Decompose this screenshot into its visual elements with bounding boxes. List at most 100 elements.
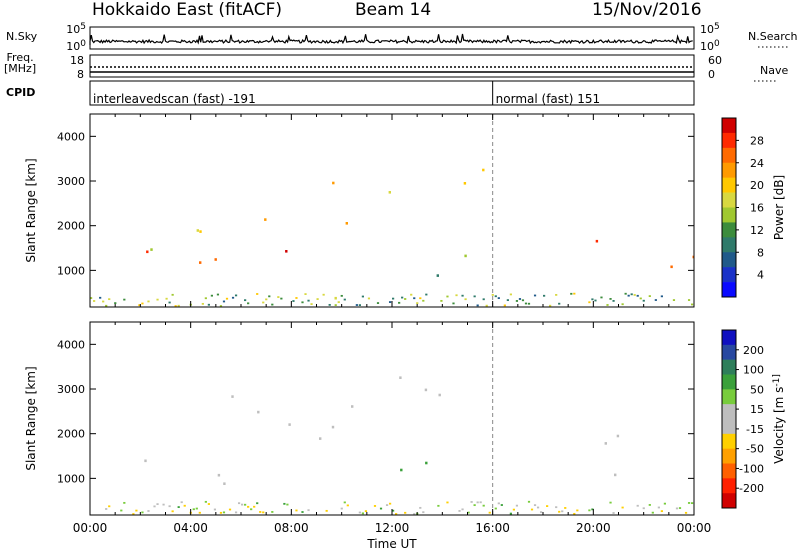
ground-scatter-cell bbox=[234, 511, 238, 514]
ground-scatter-cell bbox=[524, 302, 528, 305]
x-tick-label: 08:00 bbox=[274, 521, 309, 535]
ground-scatter-cell bbox=[473, 504, 476, 507]
nsky-label: N.Sky bbox=[6, 30, 38, 43]
ground-scatter-cell bbox=[672, 299, 676, 301]
nsky-tick-top: 105 bbox=[66, 22, 86, 36]
nsky-panel-frame bbox=[89, 26, 695, 50]
ground-scatter-cell bbox=[388, 301, 392, 303]
ground-scatter-cell bbox=[660, 510, 663, 513]
ground-scatter-cell bbox=[247, 505, 250, 508]
ground-scatter-cell bbox=[440, 299, 443, 302]
ground-scatter-cell bbox=[358, 511, 361, 514]
power-colorbar-tick-label: 28 bbox=[750, 134, 764, 147]
ground-scatter-cell bbox=[461, 508, 464, 511]
ground-scatter-cell bbox=[642, 299, 645, 302]
echo-cell-r0 bbox=[144, 459, 147, 463]
beam-label: Beam 14 bbox=[355, 0, 432, 20]
ground-scatter-cell bbox=[201, 302, 204, 305]
y-tick-label: 3000 bbox=[57, 175, 85, 188]
echo-cell-r0 bbox=[214, 258, 217, 261]
ground-scatter-cell bbox=[512, 508, 515, 511]
ground-scatter-cell bbox=[367, 297, 371, 300]
ground-scatter-cell bbox=[588, 301, 591, 304]
nave-tick-top: 60 bbox=[708, 54, 722, 67]
ground-scatter-cell bbox=[558, 510, 561, 513]
ground-scatter-cell bbox=[262, 301, 265, 304]
echo-cell-r1 bbox=[196, 229, 199, 232]
power-colorbar-swatch bbox=[722, 177, 736, 193]
ground-scatter-cell bbox=[177, 506, 180, 508]
echo-cell-r1 bbox=[351, 405, 354, 408]
ground-scatter-cell bbox=[684, 511, 688, 514]
echo-cell-r5 bbox=[464, 254, 467, 258]
ground-scatter-cell bbox=[600, 296, 603, 299]
y-tick-label: 4000 bbox=[57, 130, 85, 143]
velocity-colorbar-tick-label: -200 bbox=[739, 482, 764, 495]
ground-scatter-cell bbox=[361, 295, 364, 298]
ground-scatter-cell bbox=[488, 511, 491, 514]
echo-cell-r0 bbox=[146, 250, 149, 254]
power-colorbar-swatch bbox=[722, 162, 736, 178]
x-tick-label: 00:00 bbox=[677, 521, 712, 535]
ground-scatter-cell bbox=[401, 296, 404, 299]
power-colorbar-swatch bbox=[722, 132, 736, 149]
ground-scatter-cell bbox=[497, 502, 500, 505]
ground-scatter-cell bbox=[591, 508, 594, 511]
ground-scatter-cell bbox=[340, 507, 343, 510]
ground-scatter-cell bbox=[355, 304, 358, 306]
freq-label-line1: Freq. bbox=[6, 51, 34, 64]
ground-scatter-cell bbox=[90, 297, 93, 299]
y-tick-label: 1000 bbox=[57, 264, 85, 277]
ground-scatter-cell bbox=[244, 503, 247, 506]
ground-scatter-cell bbox=[594, 299, 597, 302]
cpid-segment-label-1: normal (fast) 151 bbox=[496, 92, 600, 106]
ground-scatter-cell bbox=[509, 293, 512, 296]
ground-scatter-cell bbox=[114, 302, 117, 305]
echo-cell-r0 bbox=[223, 482, 226, 485]
echo-cell-r4 bbox=[388, 191, 391, 194]
velocity-colorbar-swatch bbox=[722, 419, 736, 435]
ground-scatter-cell bbox=[612, 300, 615, 302]
power-colorbar-swatch bbox=[722, 207, 736, 223]
velocity-colorbar-swatch bbox=[722, 448, 736, 464]
ground-scatter-cell bbox=[174, 305, 177, 307]
velocity-colorbar-swatch bbox=[722, 433, 736, 449]
power-colorbar-swatch bbox=[722, 252, 736, 268]
ground-scatter-cell bbox=[636, 294, 639, 297]
freq-tick-bottom: 8 bbox=[77, 68, 84, 81]
ground-scatter-cell bbox=[307, 509, 310, 512]
power-colorbar-swatch bbox=[722, 222, 736, 238]
ground-scatter-cell bbox=[555, 506, 558, 509]
ground-scatter-cell bbox=[648, 295, 651, 298]
ground-scatter-cell bbox=[549, 304, 552, 307]
ground-scatter-cell bbox=[690, 303, 694, 306]
ground-scatter-cell bbox=[500, 504, 503, 506]
ground-scatter-cell bbox=[247, 302, 250, 305]
ground-scatter-cell bbox=[573, 292, 576, 295]
ground-scatter-cell bbox=[452, 302, 455, 305]
echo-cell-r3 bbox=[332, 181, 335, 185]
y-tick-label: 2000 bbox=[57, 428, 85, 441]
echo-cell-r2 bbox=[399, 376, 402, 379]
ground-scatter-cell bbox=[437, 504, 440, 507]
ground-scatter-cell bbox=[573, 512, 576, 515]
ground-scatter-cell bbox=[168, 301, 171, 304]
ground-scatter-cell bbox=[277, 296, 280, 298]
ground-scatter-cell bbox=[464, 298, 467, 301]
velocity-echo-layer bbox=[105, 376, 694, 515]
ground-scatter-cell bbox=[491, 293, 494, 296]
ground-scatter-cell bbox=[295, 509, 298, 512]
ground-scatter-cell bbox=[138, 304, 141, 307]
ground-scatter-cell bbox=[156, 298, 159, 301]
x-tick-label: 00:00 bbox=[73, 521, 108, 535]
ground-scatter-cell bbox=[690, 502, 694, 505]
ground-scatter-cell bbox=[518, 298, 522, 300]
ground-scatter-cell bbox=[198, 511, 201, 514]
ground-scatter-cell bbox=[687, 502, 691, 504]
velocity-colorbar-tick-label: 50 bbox=[750, 383, 764, 396]
nave-label: Nave bbox=[760, 64, 789, 77]
ground-scatter-cell bbox=[283, 502, 286, 505]
ground-scatter-cell bbox=[657, 506, 660, 509]
